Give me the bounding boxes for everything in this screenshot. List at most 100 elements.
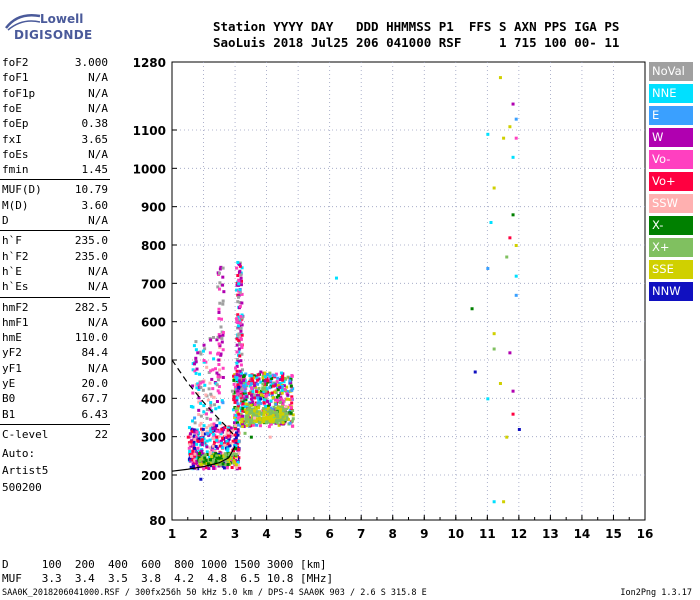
echo-pixel bbox=[203, 456, 207, 460]
param-label: h`Es bbox=[2, 280, 29, 294]
echo-pixel bbox=[216, 378, 220, 382]
echo-pixel bbox=[198, 462, 202, 466]
echo-pixel bbox=[267, 406, 271, 410]
data-point-noval bbox=[252, 393, 256, 397]
echo-pixel bbox=[236, 381, 240, 385]
echo-pixel bbox=[236, 429, 240, 433]
echo-pixel bbox=[197, 408, 201, 412]
echo-pixel bbox=[231, 408, 235, 412]
echo-pixel bbox=[249, 420, 253, 424]
echo-pixel bbox=[191, 368, 195, 372]
echo-pixel bbox=[204, 458, 208, 462]
echo-pixel bbox=[225, 466, 229, 470]
echo-pixel bbox=[234, 465, 238, 469]
echo-pixel bbox=[226, 450, 230, 454]
echo-pixel bbox=[248, 384, 252, 388]
echo-pixel bbox=[197, 383, 201, 387]
data-point-sse bbox=[492, 332, 496, 336]
x-tick-label: 1 bbox=[168, 527, 176, 541]
echo-pixel bbox=[235, 283, 239, 287]
echo-pixel bbox=[256, 373, 260, 377]
echo-pixel bbox=[264, 407, 268, 411]
echo-pixel bbox=[237, 294, 241, 298]
echo-pixel bbox=[214, 407, 218, 411]
data-point-sse bbox=[502, 500, 506, 504]
param-label: h`F bbox=[2, 234, 22, 248]
echo-pixel bbox=[286, 417, 290, 421]
echo-pixel bbox=[265, 399, 269, 403]
echo-pixel bbox=[240, 279, 244, 283]
legend-item-noval: NoVal bbox=[649, 62, 693, 81]
echo-pixel bbox=[291, 387, 295, 391]
echo-pixel bbox=[210, 377, 214, 381]
echo-pixel bbox=[210, 423, 214, 427]
echo-pixel bbox=[197, 396, 201, 400]
echo-pixel bbox=[221, 446, 225, 450]
y-tick-label: 1100 bbox=[133, 124, 166, 138]
param-row: h`Es N/A bbox=[2, 280, 108, 295]
echo-pixel bbox=[191, 405, 195, 409]
data-point-x bbox=[211, 458, 215, 462]
echo-pixel bbox=[232, 460, 236, 464]
file-info-footer: SAA0K_2018206041000.RSF / 300fx256h 50 k… bbox=[2, 588, 427, 598]
param-label: foF1 bbox=[2, 71, 29, 85]
echo-pixel bbox=[274, 407, 278, 411]
echo-pixel bbox=[237, 338, 241, 342]
echo-pixel bbox=[229, 442, 233, 446]
data-point-w bbox=[202, 343, 206, 347]
echo-pixel bbox=[280, 388, 284, 392]
echo-pixel bbox=[219, 457, 223, 461]
echo-pixel bbox=[248, 374, 252, 378]
echo-pixel bbox=[202, 360, 206, 364]
echo-pixel bbox=[211, 448, 215, 452]
data-point-w bbox=[240, 301, 244, 305]
echo-pixel bbox=[202, 441, 206, 445]
param-value: N/A bbox=[88, 315, 108, 329]
echo-pixel bbox=[261, 376, 265, 380]
echo-pixel bbox=[238, 321, 242, 325]
echo-pixel bbox=[222, 290, 226, 294]
echo-pixel bbox=[249, 403, 253, 407]
echo-pixel bbox=[240, 422, 244, 426]
echo-pixel bbox=[236, 417, 240, 421]
echo-pixel bbox=[268, 403, 272, 407]
echo-pixel bbox=[239, 363, 243, 367]
echo-pixel bbox=[245, 382, 249, 386]
echo-pixel bbox=[284, 418, 288, 422]
echo-pixel bbox=[268, 374, 272, 378]
echo-pixel bbox=[236, 460, 240, 464]
param-row: yF2 84.4 bbox=[2, 346, 108, 361]
echo-pixel bbox=[234, 407, 238, 411]
y-tick-label: 1000 bbox=[133, 162, 166, 176]
header-line-2: SaoLuis 2018 Jul25 206 041000 RSF 1 715 … bbox=[213, 35, 620, 50]
data-point-sse bbox=[502, 136, 506, 140]
echo-pixel bbox=[201, 349, 205, 353]
echo-pixel bbox=[226, 434, 230, 438]
echo-pixel bbox=[269, 415, 273, 419]
echo-pixel bbox=[221, 430, 225, 434]
echo-pixel bbox=[234, 418, 238, 422]
echo-pixel bbox=[285, 385, 289, 389]
echo-pixel bbox=[194, 435, 198, 439]
echo-pixel bbox=[236, 383, 240, 387]
echo-pixel bbox=[193, 452, 197, 456]
echo-pixel bbox=[187, 426, 191, 430]
echo-pixel bbox=[264, 386, 268, 390]
echo-pixel bbox=[254, 401, 258, 405]
x-tick-label: 12 bbox=[511, 527, 528, 541]
x-tick-label: 7 bbox=[357, 527, 365, 541]
echo-pixel bbox=[198, 459, 202, 463]
param-row: hmE 110.0 bbox=[2, 331, 108, 346]
data-point-x bbox=[470, 307, 474, 311]
echo-pixel bbox=[220, 336, 224, 340]
echo-pixel bbox=[270, 391, 274, 395]
param-row: hmF1 N/A bbox=[2, 316, 108, 331]
echo-pixel bbox=[207, 387, 211, 391]
echo-pixel bbox=[271, 382, 275, 386]
echo-pixel bbox=[197, 464, 201, 468]
echo-pixel bbox=[241, 375, 245, 379]
echo-pixel bbox=[189, 465, 193, 469]
echo-pixel bbox=[194, 348, 198, 352]
param-label: MUF(D) bbox=[2, 183, 42, 197]
echo-pixel bbox=[215, 429, 219, 433]
